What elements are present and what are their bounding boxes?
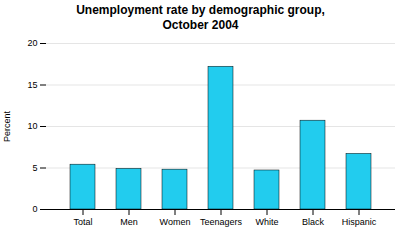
svg-text:Percent: Percent bbox=[2, 110, 12, 142]
svg-text:0: 0 bbox=[32, 204, 37, 214]
svg-text:20: 20 bbox=[27, 38, 37, 48]
svg-text:Women: Women bbox=[160, 217, 191, 227]
svg-text:White: White bbox=[255, 217, 278, 227]
svg-text:Men: Men bbox=[120, 217, 138, 227]
svg-text:5: 5 bbox=[32, 163, 37, 173]
svg-text:10: 10 bbox=[27, 121, 37, 131]
svg-text:Black: Black bbox=[302, 217, 325, 227]
svg-text:Hispanic: Hispanic bbox=[342, 217, 377, 227]
svg-text:Total: Total bbox=[73, 217, 92, 227]
svg-text:Teenagers: Teenagers bbox=[200, 217, 243, 227]
svg-text:15: 15 bbox=[27, 80, 37, 90]
html-text:Unemployment rate by demograph: Unemployment rate by demographic group, … bbox=[76, 3, 325, 32]
